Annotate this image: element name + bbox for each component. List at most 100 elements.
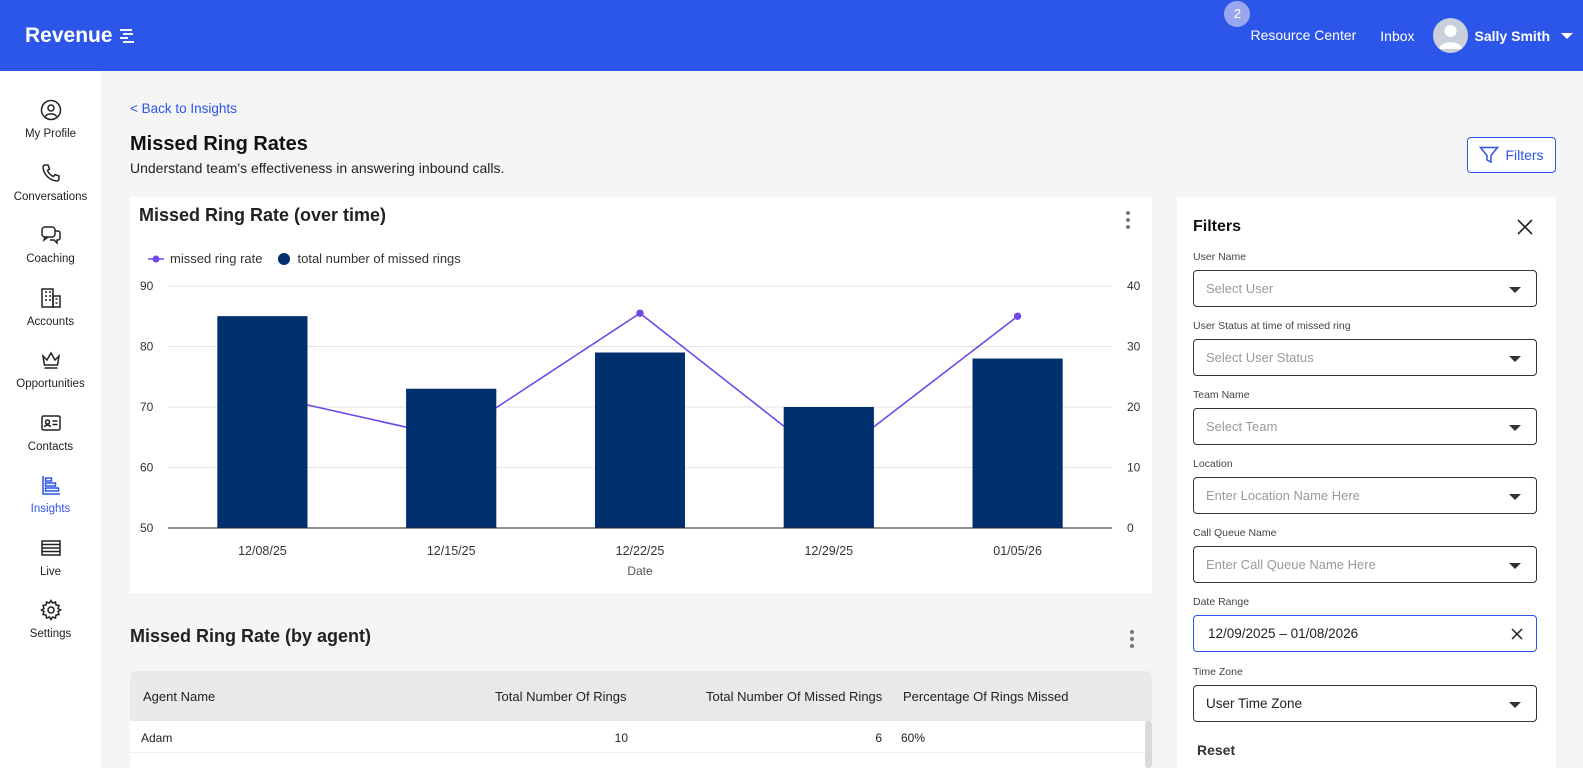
placeholder: Enter Call Queue Name Here (1206, 557, 1376, 572)
filter-funnel-icon (1479, 146, 1500, 164)
sidebar-item-label: Accounts (26, 316, 75, 328)
y-right-tick-label: 10 (1127, 461, 1141, 475)
legend-line-marker-icon (148, 255, 164, 262)
reset-button[interactable]: Reset (1197, 742, 1236, 758)
bar-chart-icon (40, 472, 62, 498)
page-subtitle: Understand team's effectiveness in answe… (130, 160, 505, 176)
brand-logo[interactable]: Revenue (25, 24, 135, 48)
chat-bubbles-icon (40, 222, 62, 248)
sidebar-item-opportunities[interactable]: Opportunities (0, 347, 101, 390)
missed-ring-rate-over-time-card: 90 80 70 60 50 40 30 20 10 0 12/08/25 12/15/25 12/22… (130, 197, 1152, 593)
chevron-down-icon (1561, 32, 1573, 39)
legend-item-missed-ring-rate[interactable]: missed ring rate (148, 251, 262, 266)
resource-center-link[interactable]: 2 Resource Center (1224, 0, 1357, 45)
phone-icon (41, 160, 61, 186)
user-status-select[interactable]: Select User Status (1193, 339, 1537, 376)
sidebar-item-contacts[interactable]: Contacts (0, 410, 101, 453)
time-zone-value: User Time Zone (1206, 696, 1303, 711)
team-name-select[interactable]: Select Team (1193, 408, 1537, 445)
brand-mark-icon (119, 29, 134, 43)
legend-label: total number of missed rings (297, 251, 461, 266)
sidebar-item-accounts[interactable]: Accounts (0, 285, 101, 328)
top-nav: 2 Resource Center Inbox Sally Smith (1224, 0, 1583, 71)
y-left-tick-label: 60 (140, 461, 154, 475)
location-select[interactable]: Enter Location Name Here (1193, 477, 1537, 514)
placeholder: Enter Location Name Here (1206, 488, 1360, 503)
column-header-total-missed-rings[interactable]: Total Number Of Missed Rings (706, 689, 883, 704)
cell-percent-missed: 60% (901, 731, 926, 745)
contact-card-icon (40, 410, 62, 436)
table-row[interactable]: Adam 10 6 60% (130, 721, 1146, 753)
sidebar-item-label: Insights (30, 503, 71, 515)
cell-total-rings: 10 (614, 731, 628, 745)
dropdown-arrow-icon (1509, 287, 1521, 293)
close-icon[interactable] (1515, 217, 1535, 237)
column-header-percent-missed[interactable]: Percentage Of Rings Missed (903, 689, 1069, 704)
sidebar-item-coaching[interactable]: Coaching (0, 222, 101, 265)
chart-more-options-icon[interactable] (1125, 211, 1131, 229)
y-left-tick-label: 80 (140, 340, 154, 354)
page-title: Missed Ring Rates (130, 133, 308, 155)
user-name-label: User Name (1193, 251, 1247, 263)
agent-table: Agent Name Total Number Of Rings Total N… (130, 671, 1152, 768)
bar-overlay-12-08-25 (217, 316, 308, 528)
user-menu[interactable]: Sally Smith (1432, 18, 1573, 53)
date-range-label: Date Range (1193, 596, 1250, 608)
sidebar-item-settings[interactable]: Settings (0, 597, 101, 640)
sidebar-item-label: My Profile (24, 128, 77, 140)
column-header-total-rings[interactable]: Total Number Of Rings (495, 689, 627, 704)
x-axis-label: Date (627, 564, 653, 578)
gear-icon (39, 597, 62, 623)
brand-name: Revenue (25, 24, 113, 47)
back-to-insights-link[interactable]: < Back to Insights (130, 101, 237, 116)
time-zone-select[interactable]: User Time Zone (1193, 685, 1537, 722)
dropdown-arrow-icon (1509, 425, 1521, 431)
bar-overlay-12-29-25 (783, 407, 874, 528)
location-label: Location (1193, 458, 1233, 470)
call-queue-select[interactable]: Enter Call Queue Name Here (1193, 546, 1537, 583)
table-more-options-icon[interactable] (1129, 630, 1135, 648)
bar-overlay-12-22-25 (595, 352, 685, 528)
user-name-select[interactable]: Select User (1193, 270, 1537, 307)
user-name: Sally Smith (1474, 27, 1550, 44)
x-tick-label: 12/22/25 (616, 544, 665, 558)
y-right-tick-label: 20 (1127, 400, 1141, 414)
sidebar-item-label: Coaching (26, 253, 75, 265)
y-right-tick-label: 0 (1127, 521, 1134, 535)
bar-overlay-01-05-26 (972, 358, 1063, 528)
sidebar-item-live[interactable]: Live (0, 535, 101, 578)
chart-title: Missed Ring Rate (over time) (139, 205, 387, 225)
table-scrollbar[interactable] (1145, 721, 1152, 768)
y-left-tick-label: 50 (140, 521, 154, 535)
user-status-label: User Status at time of missed ring (1193, 320, 1351, 332)
x-tick-label: 12/15/25 (427, 544, 476, 558)
dropdown-arrow-icon (1509, 563, 1521, 569)
x-tick-label: 12/29/25 (804, 544, 853, 558)
legend-item-total-missed-rings[interactable]: total number of missed rings (278, 251, 461, 266)
filters-panel-title: Filters (1193, 218, 1242, 235)
sidebar-item-conversations[interactable]: Conversations (0, 160, 101, 203)
sidebar-item-label: Settings (29, 628, 72, 640)
inbox-link[interactable]: Inbox (1380, 27, 1415, 44)
sidebar-item-my-profile[interactable]: My Profile (0, 97, 101, 140)
top-bar: Revenue 2 Resource Center Inbox Sally Sm… (0, 0, 1583, 71)
x-tick-label: 01/05/26 (993, 544, 1042, 558)
y-right-tick-label: 40 (1127, 279, 1141, 293)
cell-agent-name: Adam (141, 731, 173, 745)
placeholder: Select User (1206, 281, 1274, 296)
resource-center-label: Resource Center (1250, 26, 1357, 43)
x-tick-label: 12/08/25 (238, 544, 287, 558)
y-left-tick-label: 90 (140, 279, 154, 293)
clear-date-icon[interactable] (1510, 627, 1524, 641)
sidebar-item-insights[interactable]: Insights (0, 472, 101, 515)
notification-badge: 2 (1224, 0, 1251, 27)
line-point-top-01-05-26 (1014, 312, 1022, 320)
filters-button[interactable]: Filters (1467, 137, 1556, 173)
date-range-input[interactable]: 12/09/2025 – 01/08/2026 (1193, 615, 1537, 652)
column-header-agent-name[interactable]: Agent Name (143, 689, 216, 704)
filters-button-label: Filters (1505, 147, 1544, 163)
list-icon (40, 535, 62, 561)
user-silhouette-icon (1438, 25, 1462, 49)
line-point-top-12-22-25 (636, 309, 644, 317)
dropdown-arrow-icon (1509, 356, 1521, 362)
